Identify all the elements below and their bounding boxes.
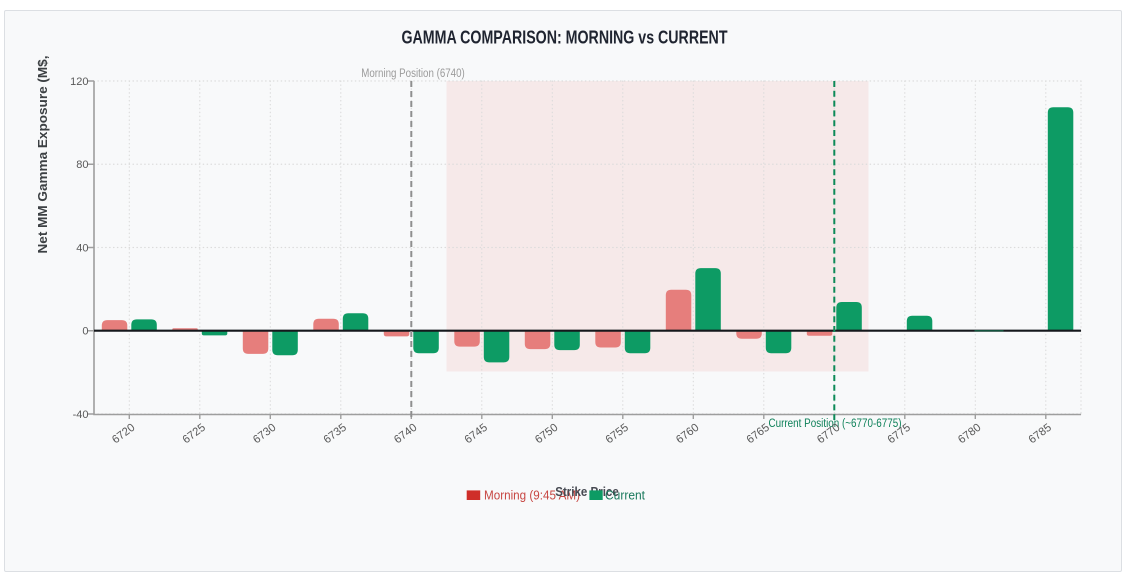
svg-text:Morning Position (6740): Morning Position (6740): [361, 68, 465, 80]
svg-text:120: 120: [70, 76, 88, 88]
svg-text:0: 0: [82, 326, 88, 338]
svg-text:6755: 6755: [604, 422, 631, 447]
svg-text:Current Position (~6770-6775): Current Position (~6770-6775): [769, 418, 902, 430]
svg-text:40: 40: [76, 242, 88, 254]
svg-text:-40: -40: [73, 409, 89, 421]
svg-text:6730: 6730: [251, 422, 278, 447]
svg-text:6740: 6740: [392, 422, 419, 447]
svg-text:Morning (9:45 AM): Morning (9:45 AM): [484, 489, 580, 503]
svg-text:GAMMA COMPARISON: MORNING vs C: GAMMA COMPARISON: MORNING vs CURRENT: [402, 28, 728, 48]
svg-text:Current: Current: [605, 489, 645, 503]
svg-text:6745: 6745: [463, 422, 490, 447]
svg-text:6750: 6750: [533, 422, 560, 447]
svg-text:6785: 6785: [1027, 422, 1054, 447]
svg-text:Strike Price: Strike Price: [555, 484, 619, 499]
svg-text:6780: 6780: [956, 422, 983, 447]
svg-text:80: 80: [76, 159, 88, 171]
svg-text:6735: 6735: [322, 422, 349, 447]
svg-text:6725: 6725: [181, 422, 208, 447]
svg-text:6720: 6720: [110, 422, 137, 447]
svg-text:6760: 6760: [674, 422, 701, 447]
svg-text:Net MM Gamma Exposure (M$,: Net MM Gamma Exposure (M$,: [35, 55, 50, 253]
